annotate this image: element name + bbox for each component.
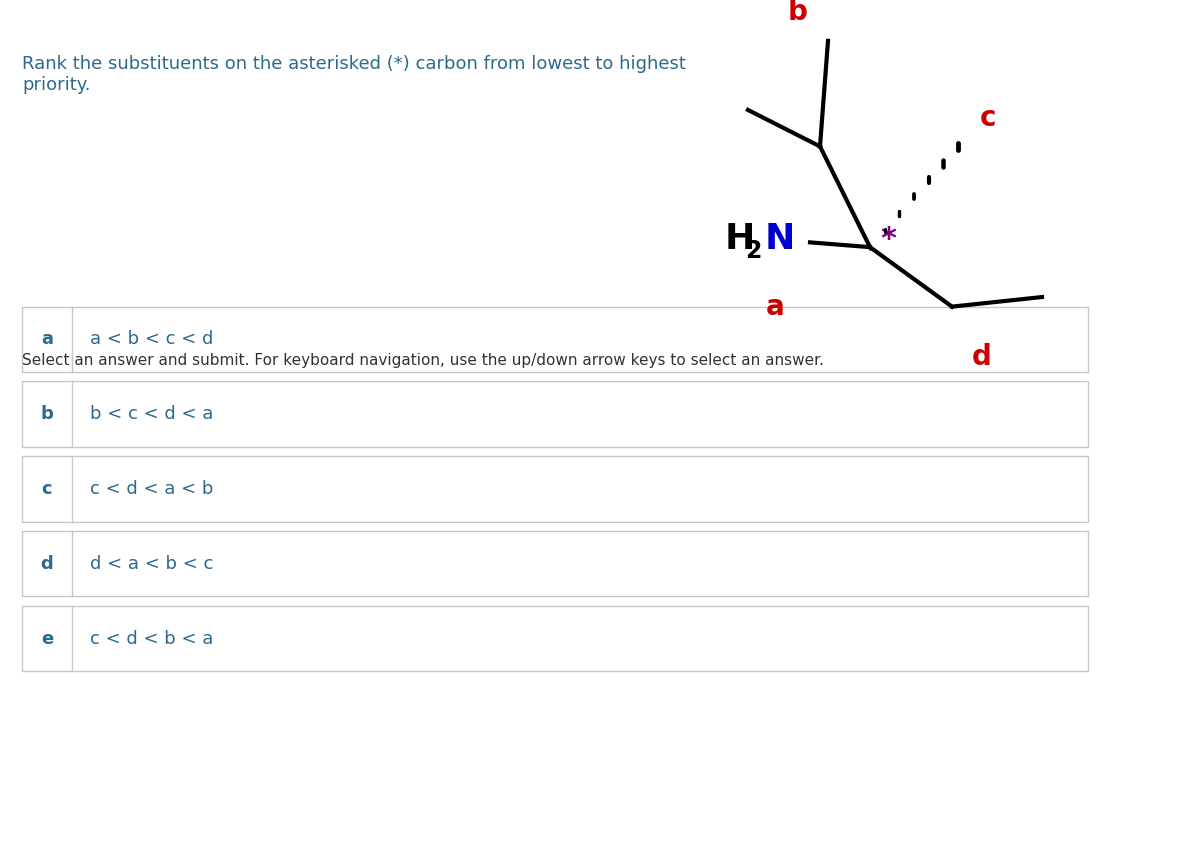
Text: b < c < d < a: b < c < d < a [90, 405, 214, 423]
Text: a < b < c < d: a < b < c < d [90, 330, 214, 349]
Text: 2: 2 [745, 239, 761, 263]
Bar [22, 606, 1088, 671]
Text: a: a [41, 330, 53, 349]
Text: H: H [725, 222, 755, 257]
Bar [22, 531, 1088, 596]
Text: c < d < b < a: c < d < b < a [90, 630, 214, 647]
Text: d: d [41, 555, 53, 573]
Text: c < d < a < b: c < d < a < b [90, 480, 214, 498]
Bar [22, 456, 1088, 521]
Text: b: b [41, 405, 54, 423]
Text: a: a [766, 293, 785, 321]
Text: d: d [972, 343, 992, 371]
Bar [22, 381, 1088, 447]
Text: b: b [788, 0, 808, 26]
Text: c: c [42, 480, 53, 498]
Text: *: * [880, 225, 896, 254]
Bar [22, 306, 1088, 372]
Text: Select an answer and submit. For keyboard navigation, use the up/down arrow keys: Select an answer and submit. For keyboar… [22, 353, 824, 368]
Text: e: e [41, 630, 53, 647]
Text: c: c [979, 104, 996, 132]
Text: N: N [766, 222, 796, 257]
Text: Rank the substituents on the asterisked (*) carbon from lowest to highest
priori: Rank the substituents on the asterisked … [22, 56, 686, 94]
Text: d < a < b < c: d < a < b < c [90, 555, 214, 573]
